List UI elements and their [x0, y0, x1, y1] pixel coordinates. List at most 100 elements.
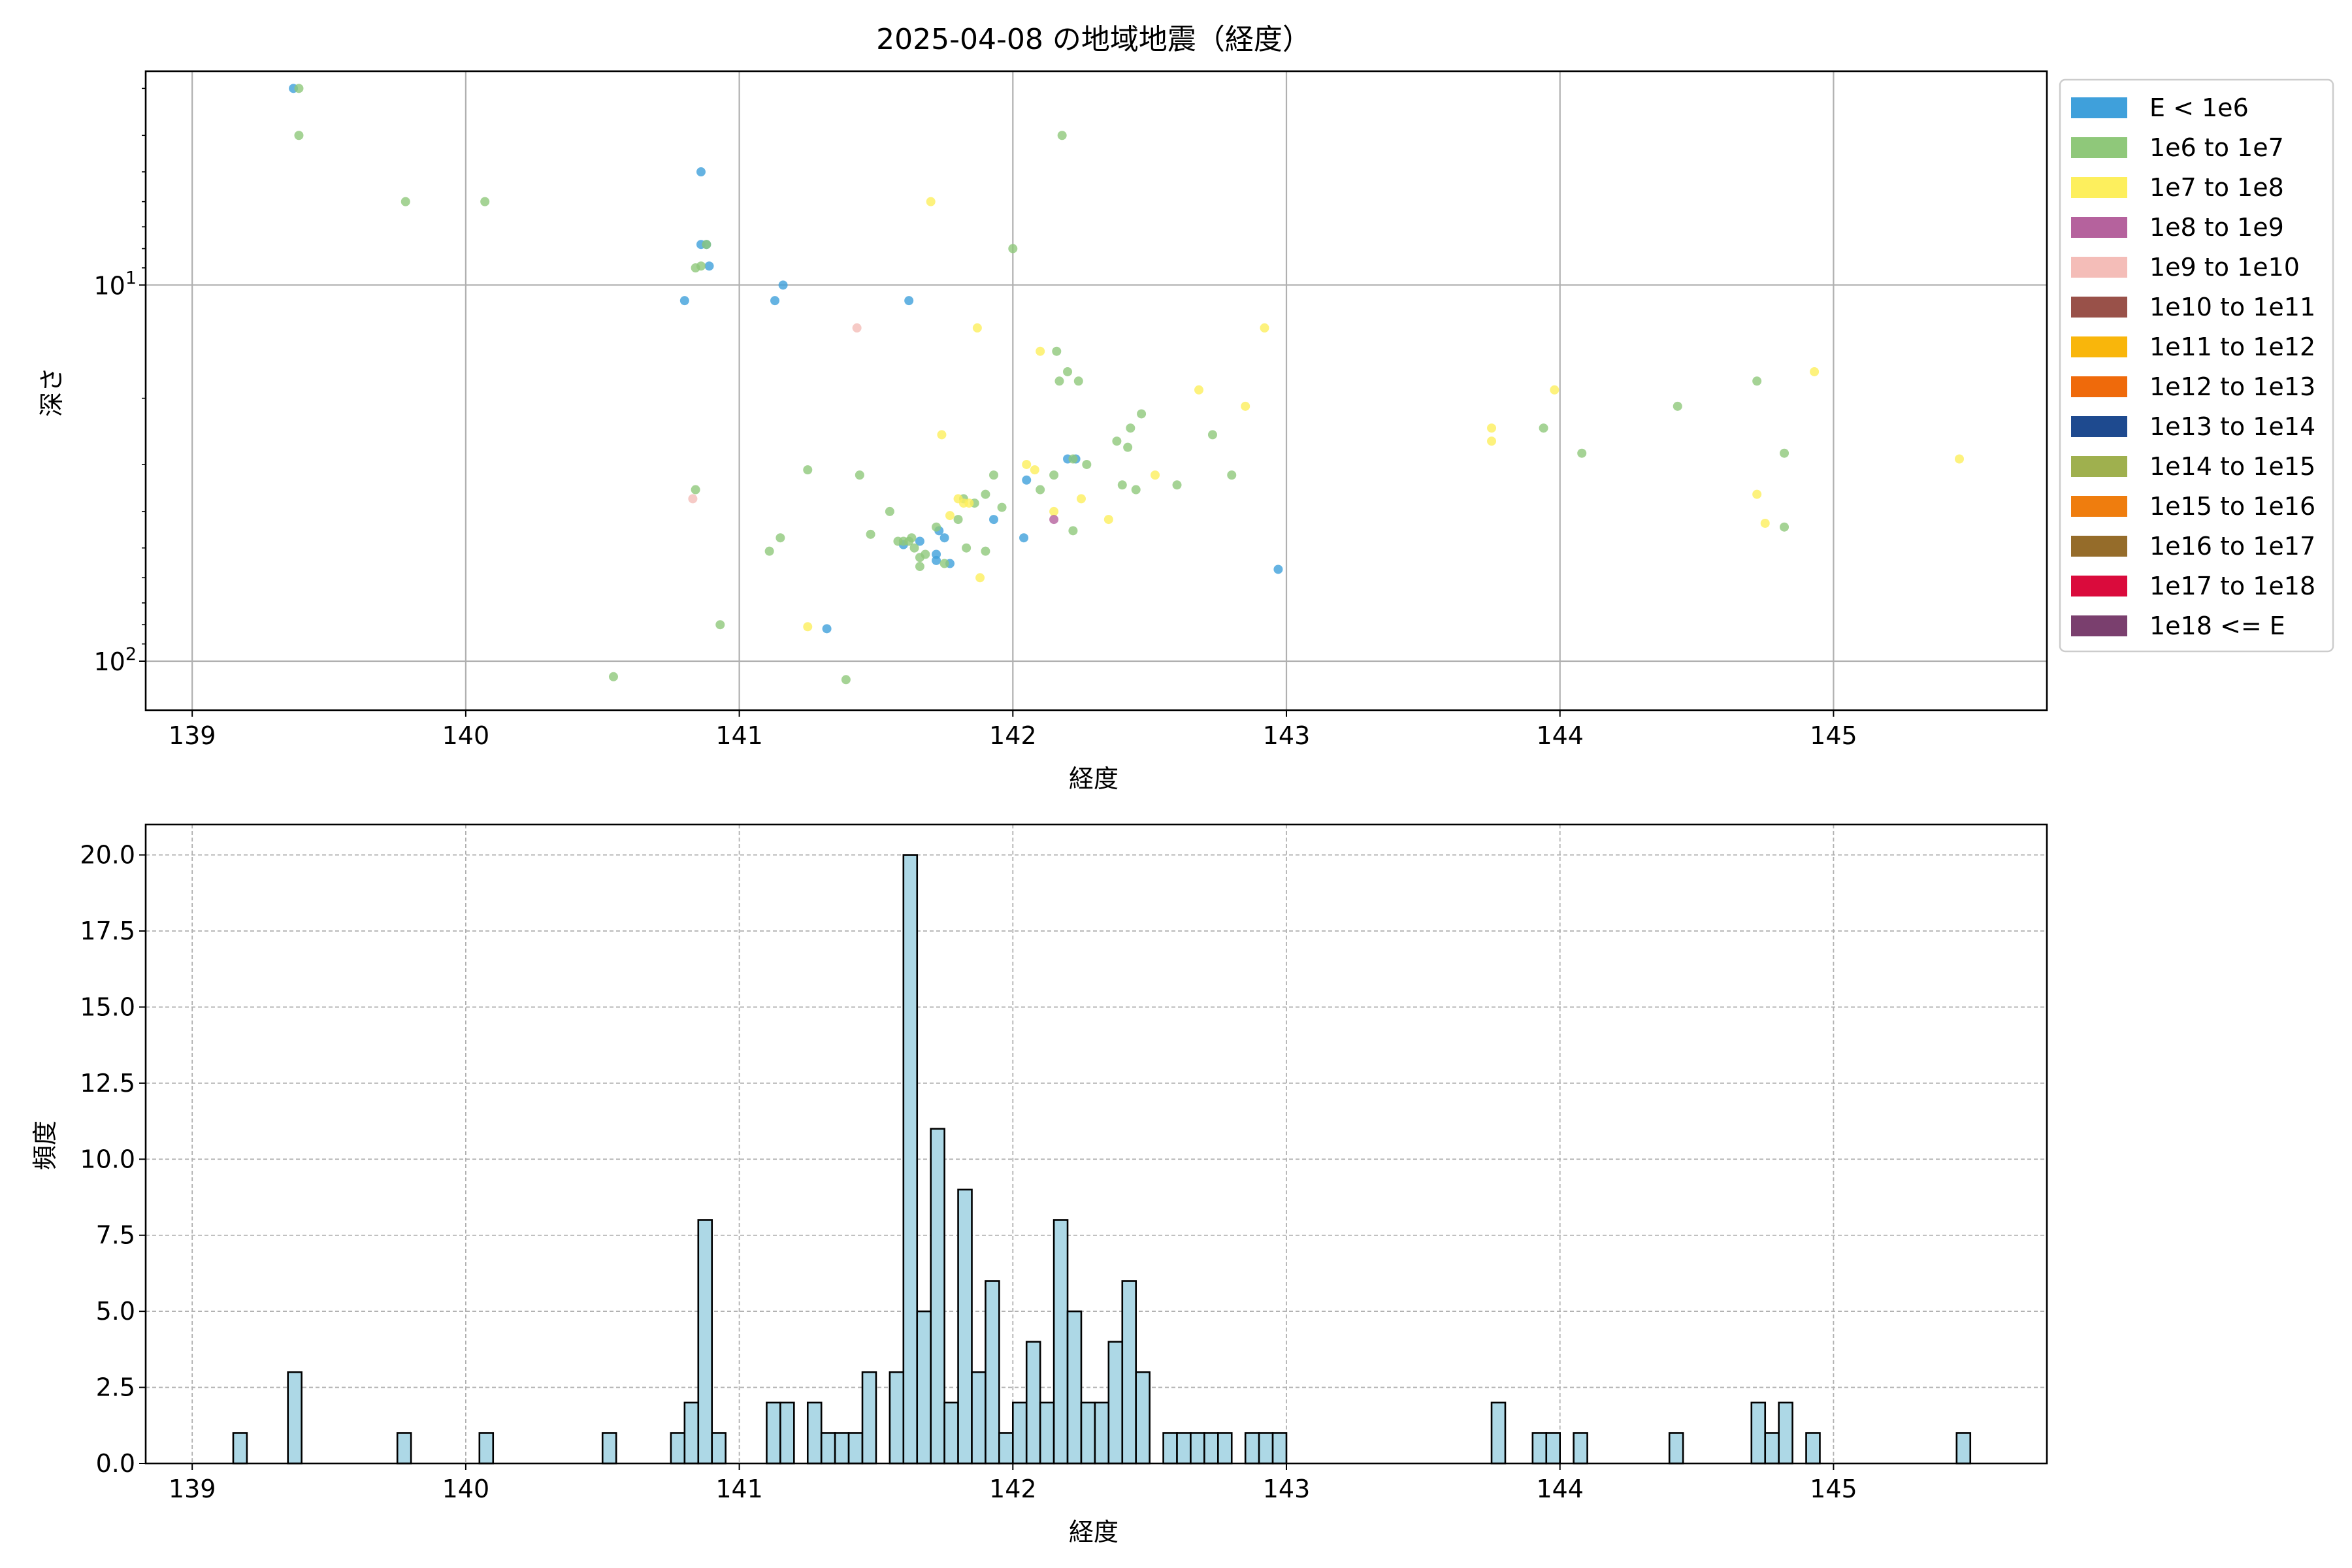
legend-frame [2059, 78, 2334, 653]
scatter-point [981, 546, 990, 556]
scatter-point [770, 296, 780, 306]
histogram-x-ticks: 139 140 141 142 143 144 145 [169, 1463, 1857, 1503]
histogram-bar [1162, 1432, 1178, 1465]
scatter-point [997, 502, 1007, 512]
histogram-bar [683, 1401, 700, 1465]
scatter-point [1752, 376, 1762, 386]
scatter-point [988, 515, 998, 525]
histogram-bar [1545, 1432, 1561, 1465]
scatter-x-tick-label: 139 [169, 721, 216, 750]
histogram-bar [1053, 1219, 1069, 1465]
histogram-bar [1271, 1432, 1288, 1465]
legend-swatch [2071, 536, 2127, 557]
scatter-point [1131, 485, 1141, 495]
histogram-bar [1764, 1432, 1780, 1465]
scatter-grid [146, 71, 2047, 710]
legend-swatch [2071, 456, 2127, 477]
chart-title: 2025-04-08 の地域地震（経度） [876, 23, 1311, 56]
legend-label: 1e8 to 1e9 [2149, 213, 2284, 242]
scatter-x-tick-label: 143 [1263, 721, 1311, 750]
histogram-bar [1668, 1432, 1684, 1465]
histogram-bar [847, 1432, 864, 1465]
histogram-x-tick-label: 140 [442, 1475, 490, 1503]
legend-swatch [2071, 97, 2127, 118]
scatter-point [1068, 526, 1078, 536]
scatter-point [909, 543, 919, 553]
scatter-point [907, 533, 917, 543]
scatter-x-tick-label: 142 [989, 721, 1037, 750]
scatter-point [945, 511, 955, 521]
histogram-bar [1531, 1432, 1548, 1465]
scatter-point [704, 261, 714, 271]
scatter-point [1780, 522, 1789, 532]
scatter-point [1780, 448, 1789, 458]
legend-label: 1e13 to 1e14 [2149, 412, 2315, 441]
scatter-point [1260, 323, 1269, 333]
histogram-y-axis-label: 頻度 [31, 1120, 59, 1170]
scatter-point [803, 465, 813, 475]
scatter-point [776, 533, 785, 543]
scatter-point [915, 536, 924, 546]
histogram-bar [1244, 1432, 1260, 1465]
histogram-y-tick-label: 0.0 [96, 1449, 135, 1478]
legend-label: 1e10 to 1e11 [2149, 293, 2315, 321]
scatter-point [1194, 385, 1204, 395]
scatter-point [696, 167, 706, 177]
histogram-bar [670, 1432, 686, 1465]
scatter-point [803, 622, 813, 632]
scatter-point [1487, 423, 1497, 433]
histogram-bar [1750, 1401, 1767, 1465]
scatter-point [715, 620, 725, 630]
histogram-bar [1025, 1341, 1041, 1465]
scatter-point [480, 197, 490, 206]
histogram-bar [861, 1371, 877, 1465]
scatter-point [852, 323, 862, 333]
scatter-point [1172, 480, 1182, 490]
scatter-point [1036, 346, 1045, 356]
scatter-point [1955, 454, 1965, 464]
scatter-point [1810, 367, 1820, 376]
scatter-x-ticks: 139 140 141 142 143 144 145 [169, 710, 1857, 750]
legend-swatch [2071, 376, 2127, 397]
scatter-point [1117, 480, 1127, 490]
scatter-point [975, 573, 985, 583]
legend-swatch [2071, 177, 2127, 198]
scatter-point [1073, 376, 1083, 386]
scatter-point [988, 470, 998, 480]
histogram-bar [711, 1432, 727, 1465]
scatter-point [1112, 436, 1122, 446]
scatter-point [1123, 442, 1133, 452]
histogram-bar [1573, 1432, 1588, 1465]
scatter-point [915, 562, 924, 572]
scatter-point [926, 197, 936, 206]
histogram-bar [1203, 1432, 1219, 1465]
histogram-x-tick-label: 143 [1263, 1475, 1311, 1503]
scatter-point [1022, 459, 1032, 469]
scatter-point [608, 672, 618, 681]
scatter-point [1068, 454, 1078, 464]
scatter-point [1207, 430, 1217, 440]
legend-swatch [2071, 137, 2127, 158]
scatter-point [953, 515, 963, 525]
scatter-point [400, 197, 410, 206]
histogram-bar [957, 1188, 973, 1465]
scatter-point [1151, 470, 1160, 480]
legend-label: 1e18 <= E [2149, 612, 2285, 640]
scatter-point [1487, 436, 1497, 446]
histogram-x-tick-label: 144 [1536, 1475, 1584, 1503]
scatter-point [964, 498, 974, 508]
scatter-point [1760, 518, 1770, 528]
histogram-x-tick-label: 139 [169, 1475, 216, 1503]
histogram-bar [287, 1371, 302, 1465]
histogram-bar [478, 1432, 495, 1465]
legend-label: 1e14 to 1e15 [2149, 452, 2315, 481]
histogram-bar [766, 1401, 781, 1465]
histogram-bar [889, 1371, 905, 1465]
scatter-point [932, 555, 941, 565]
scatter-point [939, 533, 949, 543]
histogram-y-tick-label: 2.5 [96, 1373, 135, 1402]
scatter-point [972, 323, 982, 333]
histogram-bar [1778, 1401, 1793, 1465]
scatter-plot-frame [144, 70, 2048, 711]
